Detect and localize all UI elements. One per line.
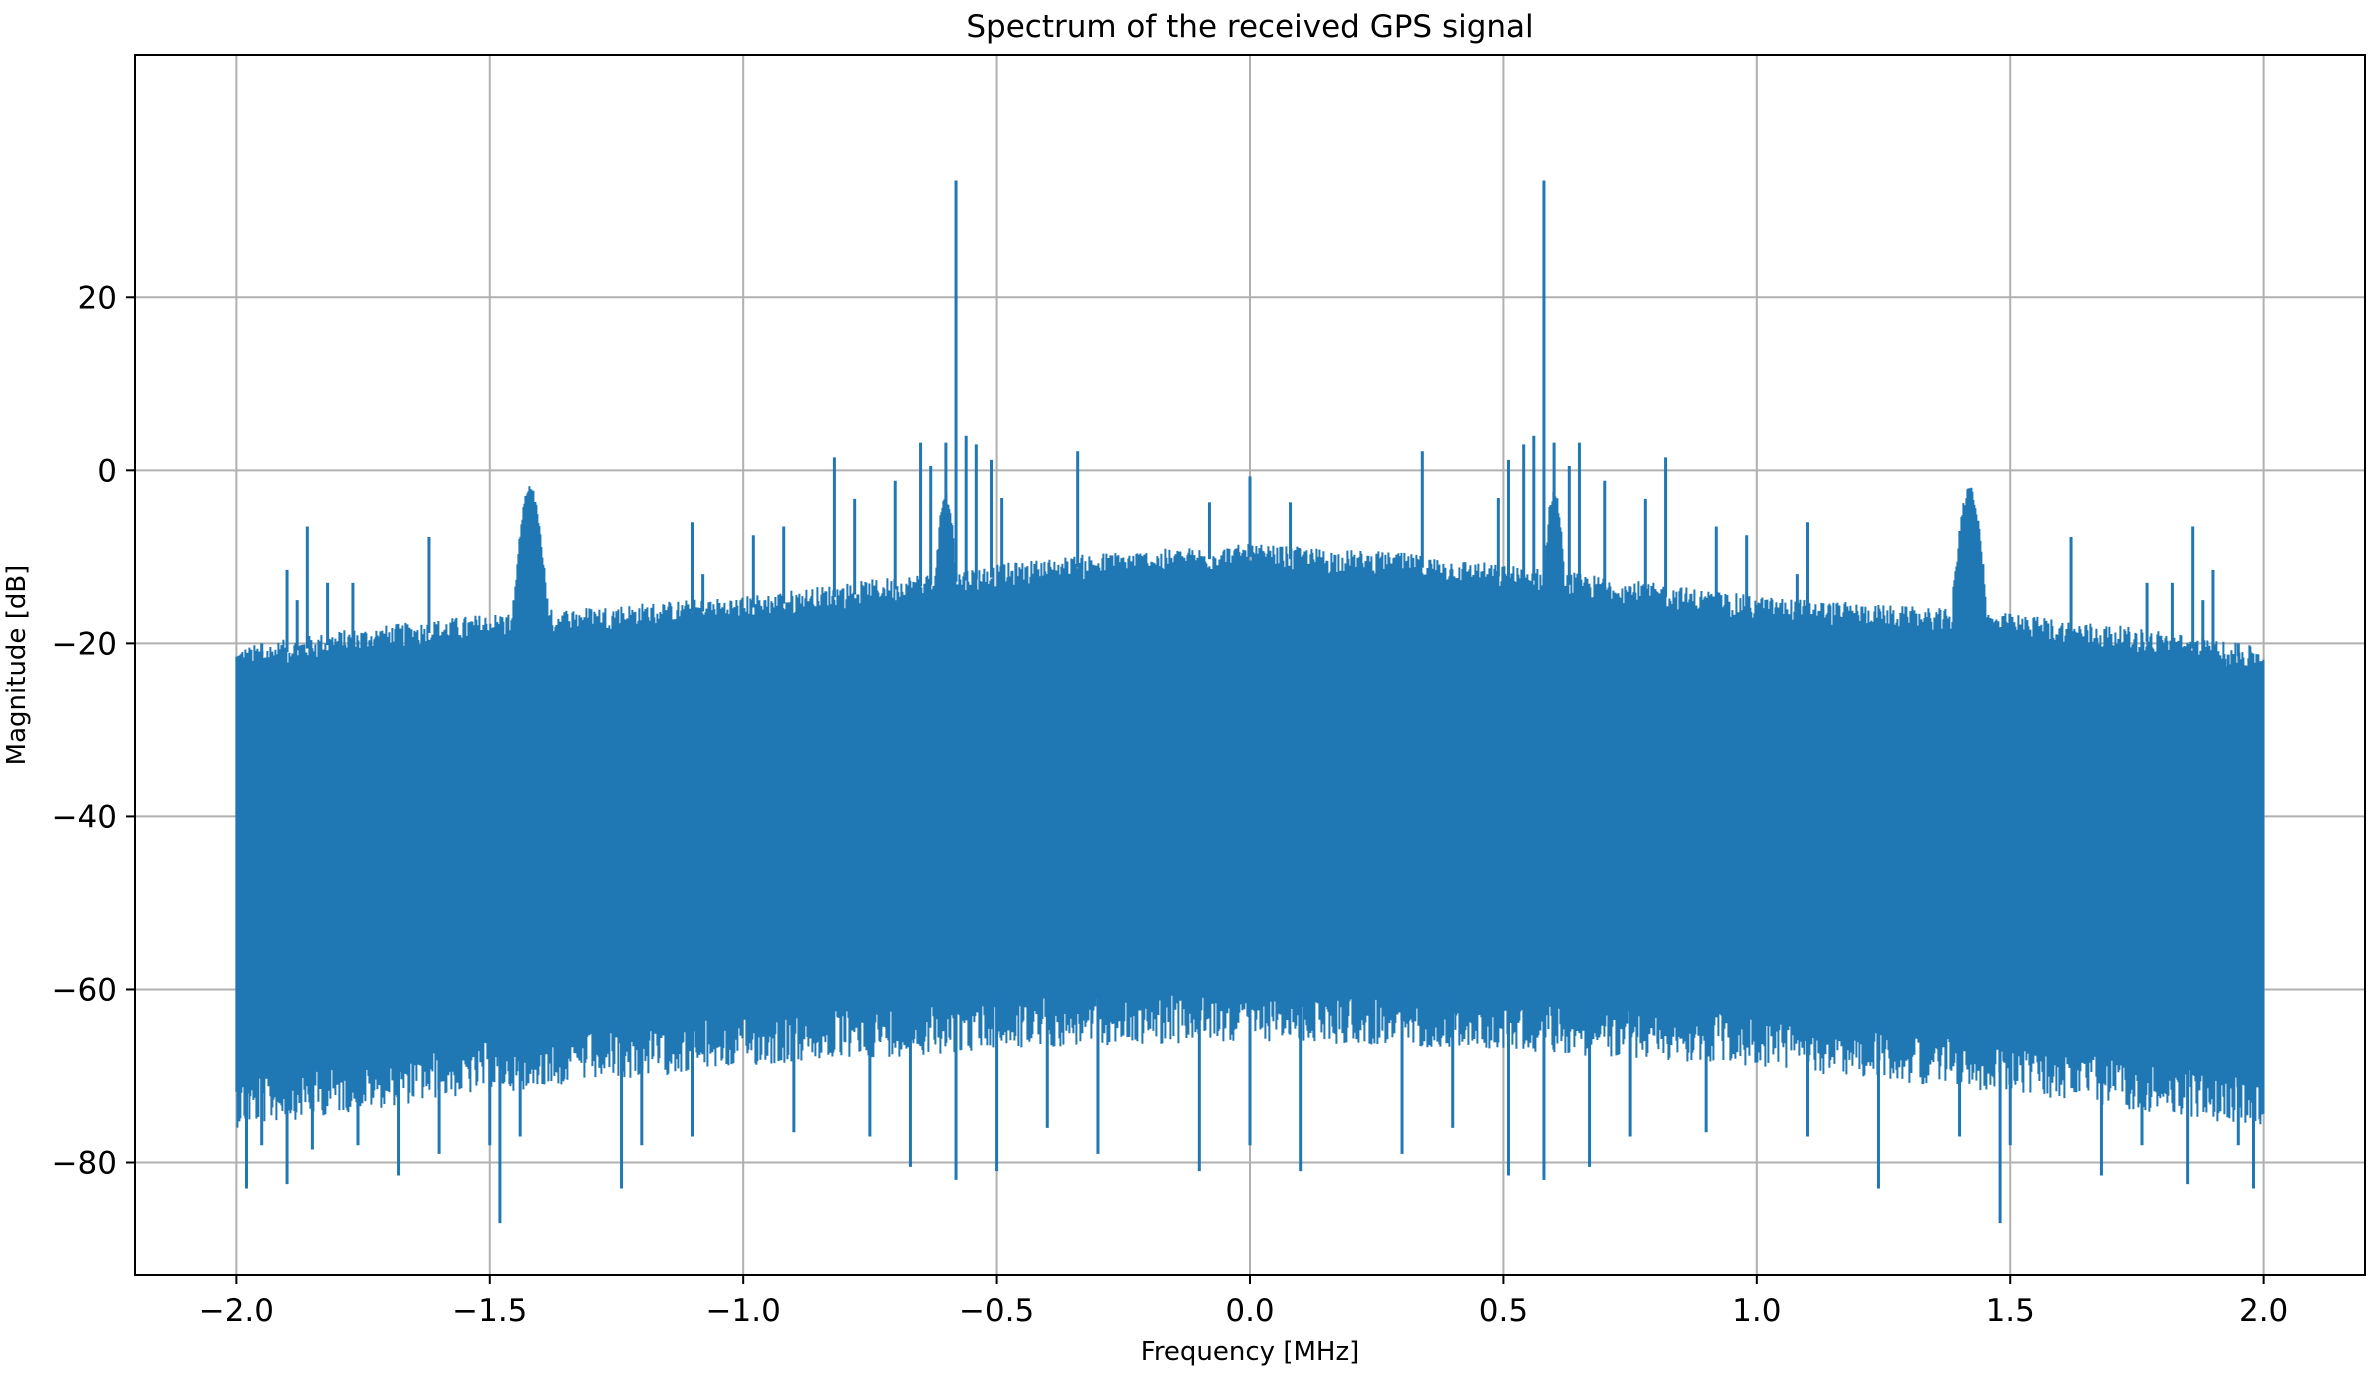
y-tick-label: 0 <box>97 453 117 489</box>
spectrum-body <box>235 486 2265 1128</box>
x-tick-label: 0.0 <box>1225 1293 1274 1329</box>
y-tick-label: −40 <box>52 799 117 835</box>
ticks: −2.0 −1.5 −1.0 −0.5 0.0 0.5 1.0 1.5 2.0 −80 −60 −40… <box>52 280 2289 1329</box>
x-tick-label: 1.0 <box>1732 1293 1781 1329</box>
y-tick-label: 20 <box>78 280 117 316</box>
x-tick-label: −2.0 <box>199 1293 274 1329</box>
x-tick-label: −1.5 <box>452 1293 527 1329</box>
series-magnitude <box>235 180 2265 1224</box>
y-axis-label: Magnitude [dB] <box>2 565 32 766</box>
x-tick-label: 2.0 <box>2239 1293 2288 1329</box>
x-axis-label: Frequency [MHz] <box>1141 1337 1360 1367</box>
x-tick-label: −0.5 <box>959 1293 1034 1329</box>
x-tick-label: 1.5 <box>1986 1293 2035 1329</box>
y-tick-label: −80 <box>52 1146 117 1182</box>
y-tick-label: −20 <box>52 626 117 662</box>
y-tick-label: −60 <box>52 972 117 1008</box>
chart-title: Spectrum of the received GPS signal <box>966 9 1533 45</box>
x-tick-label: −1.0 <box>706 1293 781 1329</box>
x-tick-label: 0.5 <box>1479 1293 1528 1329</box>
